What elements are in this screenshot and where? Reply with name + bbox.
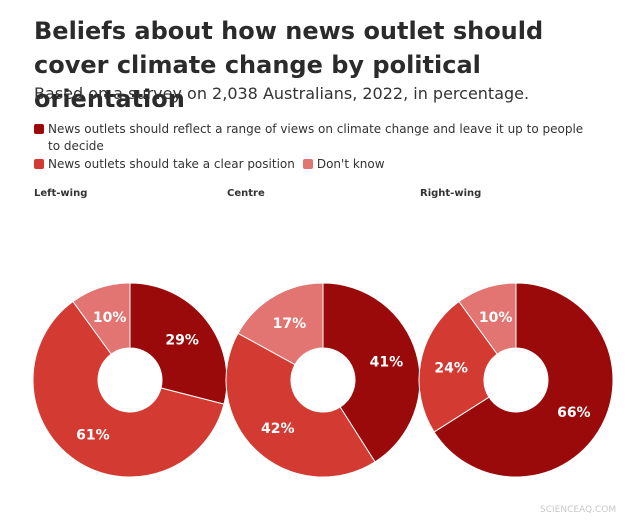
- data-label: 41%: [370, 355, 404, 371]
- legend-item: News outlets should reflect a range of v…: [34, 121, 594, 155]
- chart-subtitle: Based on a survey on 2,038 Australians, …: [34, 84, 530, 103]
- data-label: 66%: [557, 405, 591, 421]
- pie-slice: [322, 282, 421, 463]
- pie-title: Centre: [227, 188, 265, 199]
- legend: News outlets should reflect a range of v…: [34, 121, 594, 174]
- data-label: 10%: [479, 310, 513, 326]
- chart-title: Beliefs about how news outlet should cov…: [34, 17, 544, 113]
- pie-slice: [458, 282, 517, 355]
- legend-swatch: [34, 124, 44, 134]
- pie-slice: [72, 282, 131, 355]
- legend-label: News outlets should reflect a range of v…: [48, 122, 584, 153]
- pie-title: Left-wing: [34, 188, 87, 199]
- pie-slice: [237, 282, 324, 366]
- legend-swatch: [302, 159, 313, 169]
- pie-slice: [433, 282, 614, 478]
- pie-slice: [418, 300, 498, 433]
- legend-row: News outlets should take a clear positio…: [34, 156, 594, 174]
- legend-label: Don't know: [316, 157, 385, 171]
- data-label: 61%: [76, 428, 110, 444]
- data-label: 29%: [165, 333, 199, 349]
- legend-item: Don't know: [302, 156, 385, 173]
- data-label: 24%: [434, 361, 468, 377]
- pie-title: Right-wing: [420, 188, 481, 199]
- pie-slice: [225, 332, 376, 478]
- legend-label: News outlets should take a clear positio…: [48, 157, 295, 171]
- watermark: SCIENCEAQ.COM: [540, 505, 616, 515]
- legend-item: News outlets should take a clear positio…: [34, 156, 295, 173]
- pie-slice: [32, 300, 225, 478]
- data-label: 42%: [261, 421, 295, 437]
- data-label: 10%: [93, 310, 127, 326]
- legend-swatch: [34, 159, 44, 169]
- data-label: 17%: [273, 316, 307, 332]
